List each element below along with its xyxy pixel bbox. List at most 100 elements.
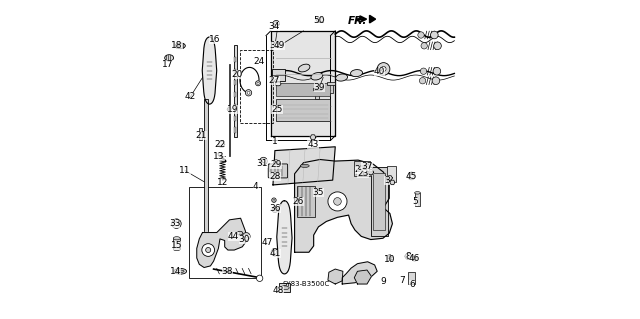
Text: 17: 17 [163, 60, 174, 69]
Circle shape [407, 255, 410, 258]
Text: 40: 40 [374, 67, 385, 76]
Text: 50: 50 [314, 16, 325, 25]
Bar [371, 167, 388, 236]
Polygon shape [369, 15, 376, 23]
Ellipse shape [415, 192, 420, 194]
Text: 33: 33 [169, 219, 180, 228]
Bar [276, 99, 330, 122]
Text: 48: 48 [273, 286, 284, 295]
Ellipse shape [175, 43, 186, 49]
Bar [234, 104, 236, 109]
Ellipse shape [316, 18, 324, 22]
Text: 24: 24 [253, 57, 265, 66]
Bar [198, 128, 202, 140]
Circle shape [413, 257, 416, 260]
Circle shape [262, 160, 265, 163]
Text: 20: 20 [231, 70, 243, 79]
Text: 8: 8 [405, 252, 411, 261]
Text: 26: 26 [292, 197, 304, 206]
Bar [313, 88, 321, 90]
Text: 1: 1 [272, 137, 278, 145]
Text: 6: 6 [409, 279, 415, 288]
Circle shape [275, 161, 278, 164]
Circle shape [431, 31, 438, 39]
Bar [315, 90, 319, 99]
Bar [373, 173, 385, 230]
Circle shape [410, 174, 413, 178]
Ellipse shape [174, 269, 187, 274]
Text: 13: 13 [213, 152, 225, 161]
Circle shape [421, 43, 428, 49]
Circle shape [412, 256, 417, 261]
Bar [297, 187, 315, 217]
Circle shape [273, 199, 275, 201]
Bar [272, 69, 285, 81]
Text: 34: 34 [268, 22, 280, 31]
Polygon shape [202, 37, 217, 104]
Bar [276, 83, 330, 96]
Text: 46: 46 [409, 254, 420, 263]
Bar [204, 99, 208, 233]
Circle shape [257, 82, 259, 85]
Text: 2: 2 [355, 165, 360, 174]
Circle shape [205, 248, 211, 253]
Text: 35: 35 [313, 188, 324, 197]
Bar [234, 45, 237, 137]
Circle shape [274, 208, 276, 211]
Bar [189, 187, 260, 278]
Polygon shape [328, 269, 343, 284]
Polygon shape [310, 135, 316, 140]
Circle shape [273, 160, 279, 166]
Bar [234, 80, 236, 85]
Circle shape [228, 108, 230, 110]
Bar [355, 161, 369, 176]
Polygon shape [355, 270, 371, 284]
Bar [415, 193, 420, 205]
Text: 15: 15 [172, 241, 183, 250]
Polygon shape [294, 160, 392, 252]
Bar [228, 64, 230, 156]
Polygon shape [342, 262, 377, 284]
Text: 23: 23 [357, 169, 369, 178]
Circle shape [408, 172, 415, 180]
Circle shape [243, 233, 250, 240]
Bar [173, 238, 180, 249]
Text: 41: 41 [269, 249, 280, 258]
Bar [234, 116, 236, 121]
Circle shape [257, 275, 263, 281]
Polygon shape [276, 201, 292, 274]
Bar [387, 166, 396, 182]
Circle shape [434, 42, 442, 50]
Circle shape [333, 197, 341, 205]
Text: 29: 29 [271, 160, 282, 169]
Text: 32: 32 [269, 41, 280, 50]
Text: 19: 19 [227, 105, 239, 114]
Text: 27: 27 [268, 76, 280, 85]
Text: 21: 21 [195, 131, 207, 140]
Text: 18: 18 [172, 41, 183, 50]
Polygon shape [273, 147, 335, 185]
Text: 39: 39 [314, 83, 325, 92]
Text: 49: 49 [274, 41, 285, 50]
Polygon shape [390, 180, 395, 185]
Text: 10: 10 [384, 255, 396, 264]
Ellipse shape [335, 74, 348, 81]
Bar [279, 283, 290, 292]
Text: 28: 28 [269, 172, 280, 181]
Polygon shape [387, 176, 392, 180]
Polygon shape [218, 142, 225, 147]
Bar [408, 272, 415, 284]
Circle shape [405, 253, 412, 260]
Circle shape [273, 20, 279, 27]
Text: 12: 12 [216, 178, 228, 187]
Polygon shape [196, 218, 247, 268]
Bar [363, 167, 372, 174]
Text: 25: 25 [271, 105, 283, 114]
FancyBboxPatch shape [268, 164, 287, 178]
Ellipse shape [173, 248, 180, 251]
Polygon shape [271, 31, 335, 136]
Circle shape [433, 67, 441, 75]
Text: 3: 3 [384, 176, 390, 185]
Polygon shape [364, 164, 370, 169]
Text: 44: 44 [228, 232, 239, 241]
